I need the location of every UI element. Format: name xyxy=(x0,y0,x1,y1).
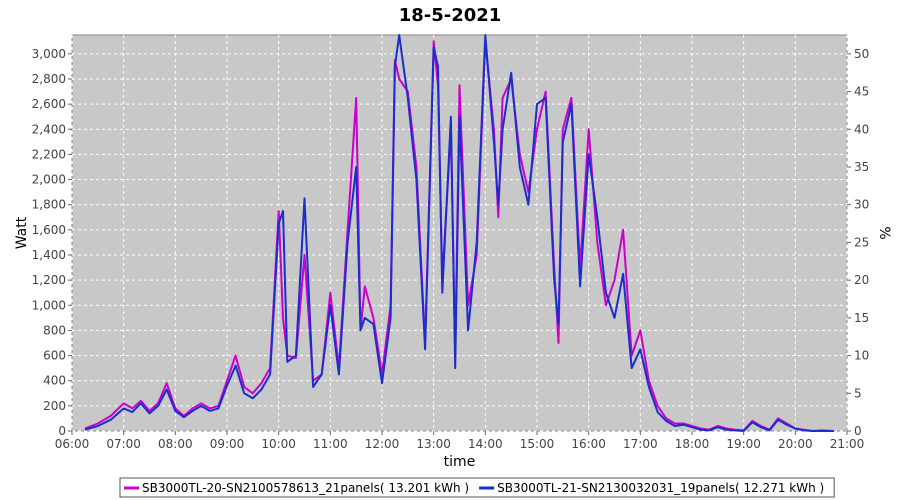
x-tick-label: 12:00 xyxy=(365,437,400,451)
y-tick-label: 1,000 xyxy=(32,298,66,312)
legend: SB3000TL-20-SN2100578613_21panels( 13.20… xyxy=(119,477,835,498)
y-tick-label: 3,000 xyxy=(32,47,66,61)
y-tick-label: 200 xyxy=(43,399,66,413)
y-tick-label: 2,200 xyxy=(32,147,66,161)
y-tick-label: 1,800 xyxy=(32,198,66,212)
gridlines xyxy=(71,35,848,432)
x-tick-label: 10:00 xyxy=(261,437,296,451)
legend-box xyxy=(119,477,835,498)
series-lines xyxy=(84,34,835,432)
x-tick-label: 11:00 xyxy=(313,437,348,451)
x-tick-label: 06:00 xyxy=(55,437,90,451)
y2-tick-label: 10 xyxy=(854,349,869,363)
y-tick-label: 0 xyxy=(58,424,66,438)
y2-tick-label: 45 xyxy=(854,85,869,99)
y2-axis-label: % xyxy=(876,226,892,239)
series-line-2 xyxy=(84,34,835,432)
y2-tick-label: 5 xyxy=(854,386,862,400)
x-tick-label: 19:00 xyxy=(726,437,761,451)
x-tick-label: 18:00 xyxy=(675,437,710,451)
y2-tick-label: 50 xyxy=(854,47,869,61)
x-tick-label: 13:00 xyxy=(416,437,451,451)
y2-tick-label: 15 xyxy=(854,311,869,325)
chart-title: 18-5-2021 xyxy=(399,5,502,26)
y-tick-label: 800 xyxy=(43,323,66,337)
y-axis-label: Watt xyxy=(14,216,30,249)
x-tick-label: 15:00 xyxy=(520,437,555,451)
axes: 06:00 07:00 08:00 09:00 10:00 11:00 12:00 13:00… xyxy=(32,47,870,451)
x-tick-label: 07:00 xyxy=(106,437,141,451)
y2-tick-label: 35 xyxy=(854,160,869,174)
y-tick-label: 2,400 xyxy=(32,122,66,136)
x-tick-label: 16:00 xyxy=(571,437,606,451)
x-tick-label: 14:00 xyxy=(468,437,503,451)
y2-tick-label: 0 xyxy=(854,424,862,438)
x-axis-label: time xyxy=(444,454,476,470)
y2-tick-label: 30 xyxy=(854,198,869,212)
x-tick-label: 08:00 xyxy=(158,437,193,451)
y-tick-label: 400 xyxy=(43,374,66,388)
x-tick-label: 21:00 xyxy=(830,437,865,451)
x-tick-label: 20:00 xyxy=(778,437,813,451)
legend-label-1: SB3000TL-20-SN2100578613_21panels( 13.20… xyxy=(142,481,469,495)
x-tick-label: 17:00 xyxy=(623,437,658,451)
y-tick-label: 1,400 xyxy=(32,248,66,262)
y2-tick-label: 40 xyxy=(854,122,869,136)
y-tick-label: 2,000 xyxy=(32,173,66,187)
y-tick-label: 600 xyxy=(43,349,66,363)
y-tick-label: 2,800 xyxy=(32,72,66,86)
x-tick-label: 09:00 xyxy=(210,437,245,451)
y2-tick-label: 20 xyxy=(854,273,869,287)
y-tick-label: 1,200 xyxy=(32,273,66,287)
y-tick-label: 1,600 xyxy=(32,223,66,237)
legend-label-2: SB3000TL-21-SN2130032031_19panels( 12.27… xyxy=(497,481,824,495)
y2-tick-label: 25 xyxy=(854,235,869,249)
y-tick-label: 2,600 xyxy=(32,97,66,111)
